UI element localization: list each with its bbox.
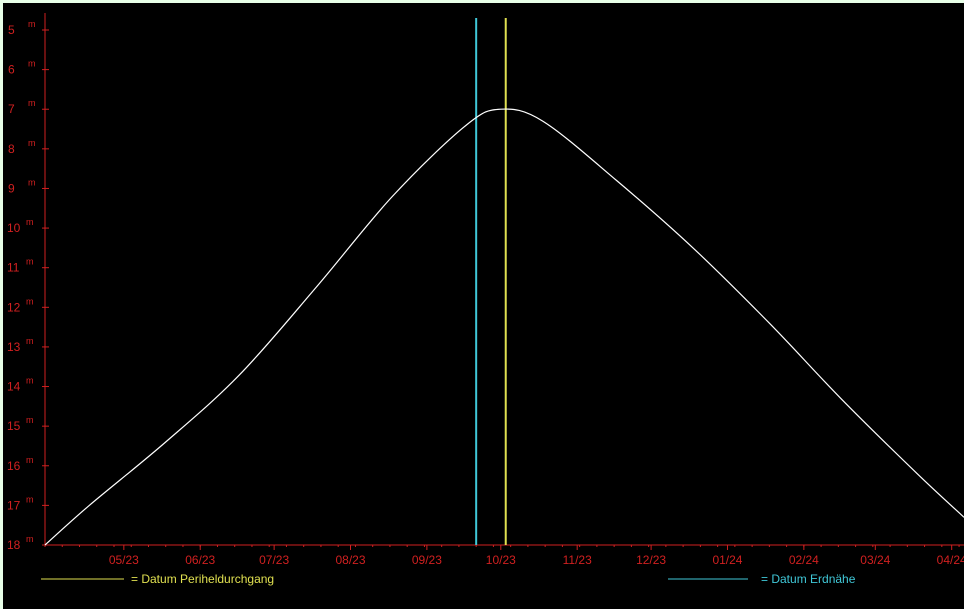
y-tick-unit: m [28,177,36,187]
y-tick-unit: m [28,19,36,29]
y-tick-unit: m [26,494,34,504]
y-tick-unit: m [26,415,34,425]
x-tick-label: 03/24 [860,553,890,567]
x-tick-label: 06/23 [185,553,215,567]
y-tick-unit: m [26,217,34,227]
x-tick-label: 02/24 [789,553,819,567]
y-tick-label: 9 [8,181,15,195]
legend-label: = Datum Periheldurchgang [131,572,274,586]
x-tick-label: 12/23 [636,553,666,567]
y-tick-label: 15 [7,419,21,433]
y-tick-label: 6 [8,63,15,77]
y-tick-unit: m [26,376,34,386]
y-tick-label: 13 [7,340,21,354]
y-tick-unit: m [28,138,36,148]
series-line [44,108,964,546]
y-tick-unit: m [26,455,34,465]
legend-label: = Datum Erdnähe [761,572,856,586]
x-tick-label: 01/24 [712,553,742,567]
y-tick-label: 16 [7,459,21,473]
x-tick-label: 04/24 [937,553,964,567]
x-axis: 05/23 06/23 07/23 08/23 09/23 10/23 11/23 12/23… [44,544,964,567]
x-tick-label: 10/23 [486,553,516,567]
x-tick-label: 07/23 [259,553,289,567]
series-lines [44,108,964,546]
y-tick-unit: m [26,296,34,306]
x-tick-label: 09/23 [412,553,442,567]
y-tick-label: 8 [8,142,15,156]
y-axis: 5 m 6 m 7 m 8 m 9 m 10 m 11 m 12 m 13 m 14 m 15 m 16 m 17 m 18 m [7,13,49,552]
y-tick-label: 11 [7,261,20,275]
x-tick-label: 05/23 [109,553,139,567]
x-tick-label: 11/23 [563,553,592,567]
marker-lines [475,18,507,545]
y-tick-unit: m [26,336,34,346]
y-tick-label: 18 [7,538,21,552]
y-tick-unit: m [28,59,36,69]
y-tick-label: 14 [7,380,21,394]
y-tick-label: 12 [7,300,21,314]
y-tick-label: 7 [8,102,15,116]
x-tick-label: 08/23 [335,553,365,567]
y-tick-unit: m [26,257,34,267]
y-tick-label: 10 [7,221,21,235]
y-tick-label: 5 [8,23,15,37]
chart-area: 5 m 6 m 7 m 8 m 9 m 10 m 11 m 12 m 13 m 14 m 15 m 16 m 17 m 18 m 05… [3,3,964,609]
legend: = Datum Periheldurchgang = Datum Erdnähe [41,572,856,586]
y-tick-unit: m [28,98,36,108]
chart-svg: 5 m 6 m 7 m 8 m 9 m 10 m 11 m 12 m 13 m 14 m 15 m 16 m 17 m 18 m 05… [7,13,964,586]
y-tick-label: 17 [7,498,21,512]
y-tick-unit: m [26,534,34,544]
